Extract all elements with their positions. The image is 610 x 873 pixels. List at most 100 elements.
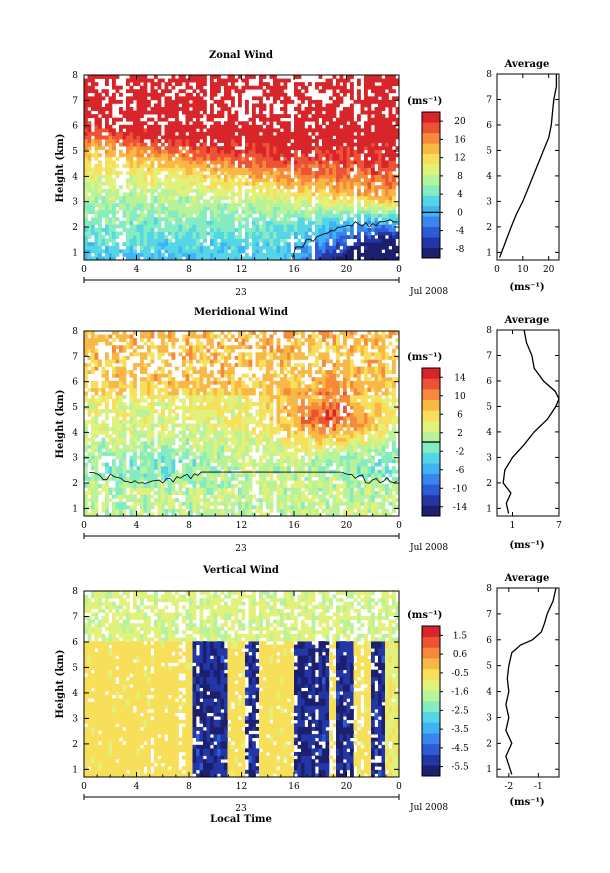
heatmap-cell — [133, 185, 137, 190]
heatmap-cell — [122, 142, 127, 147]
heatmap-cell — [84, 427, 88, 431]
heatmap-cell — [199, 85, 204, 90]
heatmap-cell — [192, 242, 197, 247]
heatmap-cell — [371, 220, 375, 225]
heatmap-cell — [147, 171, 151, 175]
heatmap-cell — [147, 345, 151, 350]
heatmap-cell — [171, 171, 176, 175]
heatmap-cell — [294, 121, 298, 126]
heatmap-cell — [311, 139, 316, 143]
heatmap-cell — [234, 181, 239, 186]
heatmap-cell — [84, 462, 88, 467]
heatmap-cell — [255, 142, 260, 147]
heatmap-cell — [147, 395, 151, 399]
heatmap-cell — [140, 213, 144, 218]
heatmap-cell — [308, 192, 312, 197]
heatmap-cell — [388, 163, 393, 168]
heatmap-cell — [84, 505, 88, 510]
heatmap-cell — [367, 107, 372, 111]
heatmap-cell — [269, 149, 274, 154]
heatmap-cell — [91, 139, 95, 143]
heatmap-cell — [381, 78, 386, 83]
heatmap-cell — [322, 85, 326, 90]
heatmap-cell — [217, 203, 221, 207]
heatmap-cell — [101, 107, 106, 111]
heatmap-cell — [269, 174, 274, 179]
heatmap-cell — [339, 188, 344, 193]
heatmap-cell — [234, 206, 239, 211]
heatmap-cell — [147, 110, 151, 115]
heatmap-cell — [388, 82, 393, 87]
heatmap-cell — [329, 188, 333, 193]
heatmap-cell — [371, 206, 375, 211]
heatmap-cell — [287, 78, 291, 83]
heatmap-cell — [189, 434, 193, 439]
heatmap-cell — [234, 192, 239, 197]
heatmap-cell — [259, 107, 263, 111]
heatmap-cell — [294, 107, 298, 111]
heatmap-cell — [315, 135, 319, 140]
heatmap-cell — [185, 99, 190, 104]
heatmap-cell — [203, 124, 207, 129]
heatmap-cell — [381, 174, 386, 179]
heatmap-cell — [308, 224, 312, 229]
heatmap-cell — [311, 220, 316, 225]
heatmap-cell — [91, 185, 95, 190]
heatmap-cell — [94, 252, 99, 257]
heatmap-cell — [304, 217, 309, 222]
heatmap-cell — [388, 153, 393, 158]
heatmap-cell — [178, 242, 183, 247]
heatmap-cell — [231, 210, 235, 215]
heatmap-cell — [150, 462, 155, 467]
heatmap-cell — [136, 345, 141, 350]
heatmap-cell — [238, 195, 242, 200]
heatmap-cell — [150, 181, 155, 186]
heatmap-cell — [185, 242, 190, 247]
heatmap-cell — [220, 139, 225, 143]
heatmap-cell — [385, 85, 389, 90]
heatmap-cell — [154, 377, 158, 382]
heatmap-cell — [374, 128, 379, 133]
heatmap-cell — [175, 78, 179, 83]
heatmap-cell — [231, 99, 235, 104]
heatmap-cell — [392, 174, 396, 179]
heatmap-cell — [364, 217, 368, 222]
heatmap-cell — [339, 110, 344, 115]
heatmap-cell — [136, 220, 141, 225]
heatmap-cell — [192, 188, 197, 193]
heatmap-cell — [224, 131, 228, 136]
heatmap-cell — [245, 252, 249, 257]
heatmap-cell — [171, 213, 176, 218]
heatmap-cell — [294, 124, 298, 129]
heatmap-cell — [126, 213, 130, 218]
heatmap-cell — [189, 213, 193, 218]
heatmap-cell — [168, 107, 172, 111]
heatmap-cell — [318, 195, 323, 200]
heatmap-cell — [108, 238, 113, 243]
heatmap-cell — [395, 220, 399, 225]
heatmap-cell — [245, 213, 249, 218]
heatmap-cell — [213, 160, 218, 165]
heatmap-cell — [329, 178, 333, 183]
heatmap-cell — [161, 117, 165, 122]
heatmap-cell — [357, 199, 361, 204]
heatmap-cell — [147, 146, 151, 151]
heatmap-cell — [283, 203, 288, 207]
heatmap-cell — [161, 149, 165, 154]
heatmap-cell — [294, 142, 298, 147]
heatmap-cell — [122, 192, 127, 197]
heatmap-cell — [122, 203, 127, 207]
heatmap-cell — [266, 82, 270, 87]
heatmap-cell — [164, 448, 169, 453]
heatmap-cell — [283, 85, 288, 90]
heatmap-cell — [287, 217, 291, 222]
heatmap-cell — [150, 409, 155, 414]
heatmap-cell — [143, 121, 148, 126]
heatmap-cell — [224, 139, 228, 143]
heatmap-cell — [129, 242, 134, 247]
heatmap-cell — [101, 473, 106, 478]
heatmap-cell — [129, 224, 134, 229]
heatmap-cell — [392, 135, 396, 140]
heatmap-cell — [234, 153, 239, 158]
heatmap-cell — [133, 373, 137, 378]
